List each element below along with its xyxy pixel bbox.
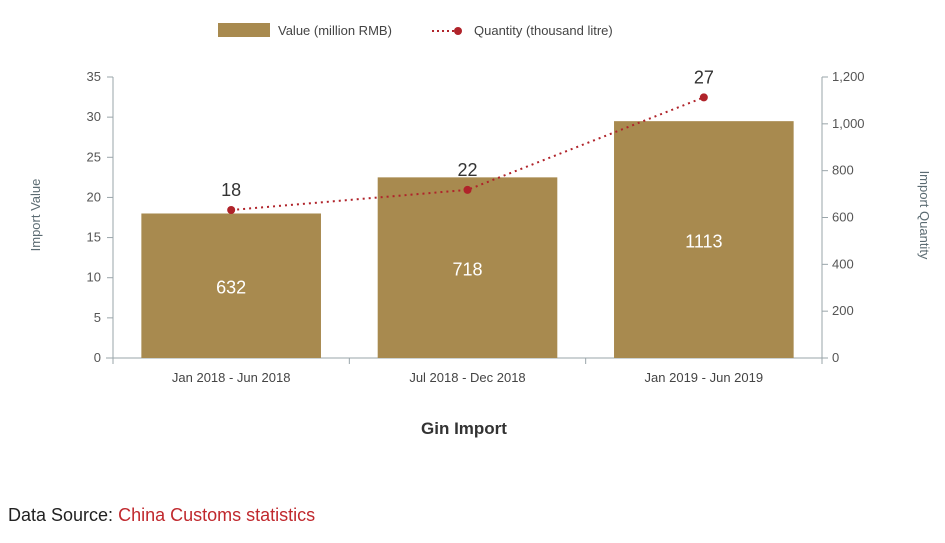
legend-label-quantity: Quantity (thousand litre) bbox=[474, 23, 613, 38]
legend: Value (million RMB) Quantity (thousand l… bbox=[218, 23, 613, 38]
bar-data-label: 632 bbox=[216, 278, 246, 298]
left-tick-label: 35 bbox=[87, 69, 101, 84]
right-tick-label: 400 bbox=[832, 256, 854, 271]
quantity-point bbox=[463, 185, 472, 194]
data-source-value: China Customs statistics bbox=[118, 505, 316, 525]
bar bbox=[614, 121, 794, 359]
quantity-point bbox=[699, 93, 708, 102]
quantity-data-label: 22 bbox=[457, 160, 477, 180]
right-tick-label: 1,000 bbox=[832, 116, 865, 131]
x-tick-label: Jul 2018 - Dec 2018 bbox=[409, 370, 525, 385]
legend-swatch-value bbox=[218, 23, 270, 37]
left-tick-label: 5 bbox=[94, 310, 101, 325]
x-tick-label: Jan 2019 - Jun 2019 bbox=[645, 370, 764, 385]
right-tick-label: 600 bbox=[832, 210, 854, 225]
bar-data-label: 1113 bbox=[685, 232, 722, 252]
axes: 0 5 10 15 20 25 30 35 0 200 400 600 800 1,000 1,200 J… bbox=[87, 69, 865, 385]
right-tick-label: 800 bbox=[832, 163, 854, 178]
left-tick-label: 30 bbox=[87, 109, 101, 124]
left-tick-label: 25 bbox=[87, 149, 101, 164]
left-tick-label: 15 bbox=[87, 230, 101, 245]
quantity-line bbox=[231, 96, 705, 212]
right-tick-label: 1,200 bbox=[832, 69, 865, 84]
right-tick-label: 0 bbox=[832, 350, 839, 365]
legend-label-value: Value (million RMB) bbox=[278, 23, 392, 38]
bar bbox=[377, 177, 558, 358]
chart: Value (million RMB) Quantity (thousand l… bbox=[28, 23, 932, 438]
x-tick-label: Jan 2018 - Jun 2018 bbox=[172, 370, 291, 385]
legend-swatch-quantity-marker bbox=[454, 27, 462, 35]
quantity-point bbox=[227, 206, 236, 215]
quantity-data-label: 18 bbox=[221, 180, 241, 200]
left-tick-label: 10 bbox=[87, 270, 101, 285]
left-tick-label: 0 bbox=[94, 350, 101, 365]
left-tick-label: 20 bbox=[87, 189, 101, 204]
data-source-label: Data Source: bbox=[8, 505, 114, 525]
data-source: Data Source: China Customs statistics bbox=[8, 505, 315, 526]
bar-data-label: 718 bbox=[452, 260, 482, 280]
chart-title: Gin Import bbox=[421, 419, 507, 438]
quantity-data-label: 27 bbox=[694, 67, 714, 87]
right-tick-label: 200 bbox=[832, 303, 854, 318]
y-axis-title-right: Import Quantity bbox=[917, 171, 932, 260]
bar bbox=[141, 213, 321, 358]
y-axis-title-left: Import Value bbox=[28, 179, 43, 252]
